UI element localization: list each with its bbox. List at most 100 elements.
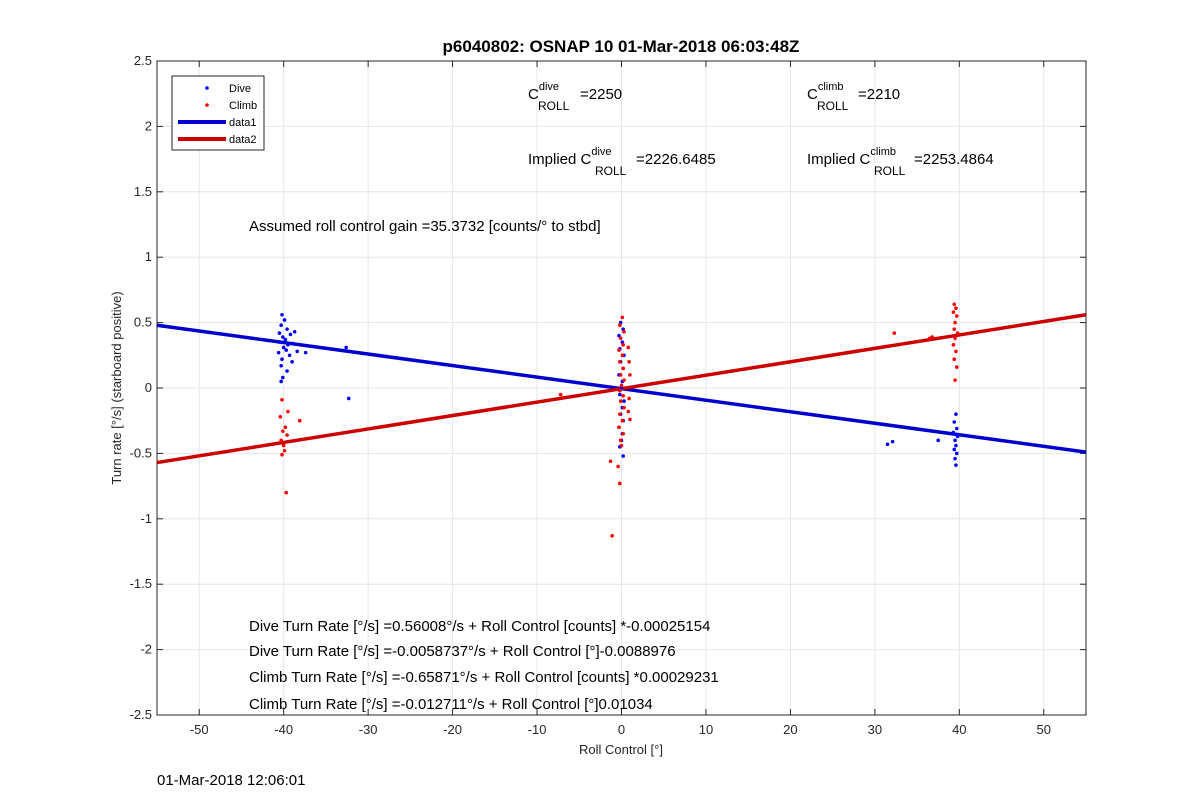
climb-point xyxy=(953,378,957,382)
climb-point xyxy=(952,302,957,307)
y-tick-label: -1.5 xyxy=(130,576,152,591)
dive-point xyxy=(955,433,960,437)
dive-point xyxy=(953,438,957,443)
dive-point xyxy=(288,332,293,337)
legend-data1-label: data1 xyxy=(229,117,257,129)
legend-climb-marker xyxy=(205,103,209,107)
c-roll-dive-annotation: Cdive ROLL=2250 xyxy=(528,81,622,113)
climb-point xyxy=(620,353,625,358)
y-tick-label: -1 xyxy=(140,511,152,526)
dive-point xyxy=(292,329,297,334)
climb-point xyxy=(618,360,622,364)
climb-point xyxy=(951,343,956,347)
climb-point xyxy=(297,418,302,423)
dive-point xyxy=(287,353,292,358)
y-tick-label: 1 xyxy=(145,249,152,264)
climb-point xyxy=(954,365,959,369)
dive-point xyxy=(281,335,285,339)
climb-point xyxy=(608,459,613,464)
x-tick-label: -20 xyxy=(443,722,462,737)
climb-point xyxy=(278,414,283,419)
climb-point xyxy=(618,388,622,393)
climb-point xyxy=(620,315,625,320)
c-roll-dive-sub: ROLL xyxy=(538,99,570,113)
climb-point xyxy=(281,429,285,433)
dive-point xyxy=(936,438,941,443)
y-tick-label: -0.5 xyxy=(130,445,152,460)
dive-point xyxy=(622,399,626,403)
climb-point xyxy=(626,409,631,414)
chart-marks xyxy=(156,302,1087,538)
dive-point xyxy=(291,341,295,346)
dive-point xyxy=(285,369,289,373)
y-axis-label: Turn rate [°/s] (starboard positive) xyxy=(109,291,124,484)
c-roll-climb-value: =2210 xyxy=(858,86,900,103)
implied-climb-value: =2253.4864 xyxy=(914,151,994,168)
climb-point xyxy=(618,323,622,328)
climb-point xyxy=(927,336,932,341)
climb-point xyxy=(618,399,623,403)
y-tick-label: 2 xyxy=(145,118,152,133)
climb-point xyxy=(953,320,957,325)
climb-point xyxy=(281,443,286,448)
implied-climb-annotation: Implied Cclimb ROLL=2253.4864 xyxy=(807,146,994,178)
climb-point xyxy=(618,438,623,443)
implied-climb-sub: ROLL xyxy=(874,164,906,178)
climb-point xyxy=(627,360,631,364)
climb-point xyxy=(628,417,632,422)
fit-line-dive-degrees: Dive Turn Rate [°/s] =-0.0058737°/s + Ro… xyxy=(249,643,676,660)
y-tick-label: 2.5 xyxy=(134,53,152,68)
x-axis-label: Roll Control [°] xyxy=(579,742,663,757)
x-tick-label: -30 xyxy=(359,722,378,737)
x-tick-label: 20 xyxy=(783,722,797,737)
dive-point xyxy=(344,345,348,350)
climb-point xyxy=(626,345,631,350)
climb-point xyxy=(952,357,957,362)
dive-point xyxy=(954,463,958,467)
climb-point xyxy=(619,443,624,448)
climb-point xyxy=(279,438,283,443)
climb-point xyxy=(620,418,625,423)
c-roll-dive-sup: dive xyxy=(539,81,559,93)
climb-point xyxy=(622,405,626,410)
y-tick-label: -2 xyxy=(140,642,152,657)
dive-point xyxy=(951,430,956,435)
x-tick-label: 30 xyxy=(868,722,882,737)
dive-point xyxy=(277,331,282,335)
x-tick-label: -10 xyxy=(528,722,547,737)
dive-point xyxy=(284,348,289,352)
y-tick-label: -2.5 xyxy=(130,707,152,722)
dive-point xyxy=(885,442,890,447)
dive-point xyxy=(285,327,289,331)
dive-point xyxy=(279,363,283,368)
roll-gain-annotation: Assumed roll control gain =35.3732 [coun… xyxy=(249,218,601,235)
dive-point xyxy=(280,312,284,317)
fit-line-dive-counts: Dive Turn Rate [°/s] =0.56008°/s + Roll … xyxy=(249,618,710,635)
implied-climb-sup: climb xyxy=(870,146,896,158)
x-tick-label: 10 xyxy=(699,722,713,737)
climb-point xyxy=(618,412,622,416)
climb-point xyxy=(619,383,624,388)
climb-point xyxy=(621,394,625,398)
dive-point xyxy=(954,426,959,431)
climb-point xyxy=(628,373,632,377)
dive-point xyxy=(954,443,958,448)
dive-point xyxy=(282,318,287,322)
implied-dive-sub: ROLL xyxy=(595,164,627,178)
climb-point xyxy=(280,452,284,457)
climb-point xyxy=(280,397,284,402)
climb-point xyxy=(618,336,623,341)
climb-point xyxy=(892,331,897,335)
y-tick-label: 0 xyxy=(145,380,152,395)
dive-point xyxy=(279,379,283,384)
dive-point xyxy=(346,396,351,401)
climb-point xyxy=(951,310,956,314)
x-tick-label: 40 xyxy=(952,722,966,737)
dive-point xyxy=(953,456,957,461)
fit-line-climb-counts: Climb Turn Rate [°/s] =-0.65871°/s + Rol… xyxy=(249,669,719,686)
x-tick-label: -50 xyxy=(190,722,209,737)
implied-dive-annotation: Implied Cdive ROLL=2226.6485 xyxy=(528,146,716,178)
dive-point xyxy=(283,337,288,342)
dive-point xyxy=(290,360,294,364)
